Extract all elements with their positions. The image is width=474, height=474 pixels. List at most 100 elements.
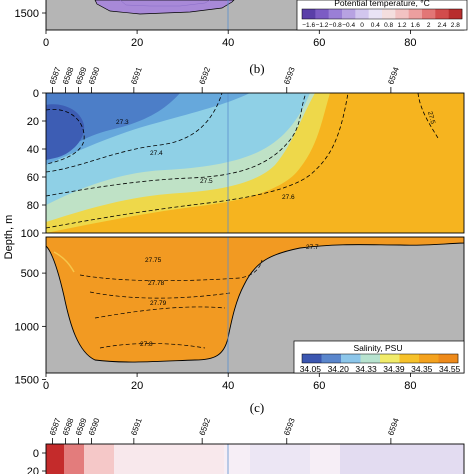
panel-c-fill-pink	[64, 444, 84, 474]
panel-a-colorbar-swatch	[342, 9, 356, 19]
contour-27-79	[94, 306, 226, 319]
panel-b-colorbar-outline	[301, 353, 459, 364]
contour-27-5-right	[417, 93, 439, 139]
panel-b-station-label: 6591	[129, 65, 144, 85]
panel-a-colorbar-tick-label: −0.8	[329, 22, 342, 29]
panel-b-colorbar-tick-label: 34.39	[383, 364, 405, 374]
panel-b-colorbar-tick-label: 34.20	[328, 364, 350, 374]
panel-a-colorbar-swatch	[315, 9, 329, 19]
panel-c-y-axis: 0 20	[27, 448, 46, 474]
panel-b-upper-y-tick-label: 80	[27, 200, 39, 212]
panel-a-colorbar-swatch	[355, 9, 369, 19]
panel-a-colorbar-tick-label: 2	[427, 22, 431, 29]
panel-c-frame	[45, 443, 465, 474]
panel-c-field	[46, 444, 464, 474]
panel-a-colorbar-tick-label: 0.8	[384, 22, 393, 29]
panel-a-colorbar-title: Potential temperature, °C	[334, 0, 430, 8]
contour-27-75	[79, 259, 263, 282]
panel-a-x-tick-label: 0	[43, 37, 49, 49]
contour-27-4	[46, 93, 223, 173]
panel-a-colorbar-swatch	[408, 9, 423, 19]
panel-a-x-tick-label: 80	[404, 37, 416, 49]
panel-a-colorbar-swatch	[422, 9, 436, 19]
panel-a-x-tick-label: 20	[131, 37, 143, 49]
panel-b-station-label: 6593	[282, 65, 297, 85]
panel-a-colorbar-tick-label: −1.6	[302, 22, 315, 29]
panel-a-colorbar: Potential temperature, °C −1.6 −1.2 −0.8 −0…	[296, 0, 468, 31]
panel-c-station-label: 6592	[198, 416, 213, 436]
panel-b-x-tick-label: 60	[313, 380, 325, 392]
panel-b-x-tick-label: 40	[222, 380, 234, 392]
panel-c-fill-lavender	[250, 444, 310, 474]
panel-b-upper-frame	[45, 92, 465, 234]
panel-b-lower-y-tick-label: 1000	[15, 321, 39, 333]
panel-b-colorbar-swatch	[419, 354, 439, 363]
panel-a-colorbar-tick-label: 1.2	[397, 22, 406, 29]
panel-a-contour	[119, 0, 211, 7]
panel-c-station-label: 6590	[87, 416, 102, 436]
panel-a-colorbar-ticks: −1.6 −1.2 −0.8 −0.4 0 0.4 0.8 1.2 1.6 2 2.4 2.8	[302, 22, 460, 29]
panel-b-colorbar-swatch	[380, 354, 400, 363]
panel-b-lower-frame	[45, 236, 465, 374]
contour-label-27-8: 27.8	[140, 341, 153, 348]
panel-c-label: (c)	[250, 400, 264, 415]
panel-a-colorbar-tick-label: 1.6	[411, 22, 420, 29]
contour-label-27-6: 27.6	[282, 194, 295, 201]
panel-b-colorbar-swatch	[341, 354, 361, 363]
contour-27-3	[46, 108, 85, 165]
salinity-fill-darkblue	[46, 104, 85, 160]
panel-b-station-label: 6594	[386, 65, 401, 85]
panel-b-x-axis: 0 20 40 60 80	[43, 373, 417, 392]
panel-c-y-tick-label: 0	[33, 448, 39, 460]
panel-a-colorbar-swatch	[328, 9, 343, 19]
contour-label-27-7: 27.7	[306, 244, 319, 251]
panel-b-upper-y-tick-label: 40	[27, 144, 39, 156]
panel-b-upper-y-tick-label: 100	[21, 228, 39, 240]
contour-label-27-78: 27.78	[148, 280, 165, 287]
panel-b-colorbar-swatch	[360, 354, 381, 363]
panel-a-colorbar-swatch	[368, 9, 383, 19]
panel-b-x-tick-label: 80	[404, 380, 416, 392]
panel-a-colorbar-outline	[301, 8, 463, 20]
panel-a-colorbar-tick-label: 2.8	[451, 22, 460, 29]
panel-b-colorbar-swatches	[302, 354, 459, 363]
contour-label-27-5: 27.5	[200, 178, 213, 185]
panel-a-colorbar-tick-label: 0	[360, 22, 364, 29]
panel-b-upper-field: 27.3 27.4 27.5 27.6 27.5	[46, 93, 464, 233]
panel-a-x-axis: 0 20 40 60 80	[43, 30, 417, 49]
panel-a-colorbar-swatch	[448, 9, 463, 19]
panel-b-colorbar-swatch	[438, 354, 459, 363]
panel-a-colorbar-swatch	[382, 9, 396, 19]
panel-a-colorbar-tick-label: −0.4	[342, 22, 355, 29]
panel-b-label: (b)	[249, 61, 264, 76]
panel-b-colorbar-swatch	[399, 354, 420, 363]
panel-b-upper-y-axis: 0 20 40 60 80 100	[21, 88, 46, 240]
panel-b-colorbar-swatch	[321, 354, 342, 363]
panel-b-y-axis-title: Depth, m	[3, 215, 15, 260]
panel-a-x-tick-label: 40	[222, 37, 234, 49]
panel-b-colorbar-swatch	[302, 354, 322, 363]
salinity-fill-blue	[46, 93, 180, 158]
panel-c-fill-pale	[114, 444, 224, 474]
panel-b-station-label: 6590	[87, 65, 102, 85]
panel-a-colorbar-swatch	[302, 9, 316, 19]
panel-a-colorbar-tick-label: 2.4	[437, 22, 446, 29]
panel-a-colorbar-tick-label: 0.4	[371, 22, 380, 29]
panel-a-colorbar-swatches	[302, 9, 463, 19]
lower-light-band	[53, 251, 75, 273]
panel-a: 1500 Potential temperature, °C −1.6 −1.2−…	[15, 0, 468, 49]
panel-c-fill-lightpink	[84, 444, 114, 474]
contour-label-27-75: 27.75	[145, 257, 162, 264]
panel-b-lower-y-tick-label: 500	[21, 268, 39, 280]
contour-label-27-4: 27.4	[150, 150, 163, 157]
contour-27-8	[99, 343, 206, 349]
contour-27-5	[46, 93, 307, 197]
panel-b-colorbar-tick-label: 34.33	[355, 364, 377, 374]
panel-c-y-tick-label: 20	[27, 466, 39, 474]
panel-b-upper-y-tick-label: 0	[33, 88, 39, 100]
panel-c-fill-lavender-right	[340, 444, 464, 474]
